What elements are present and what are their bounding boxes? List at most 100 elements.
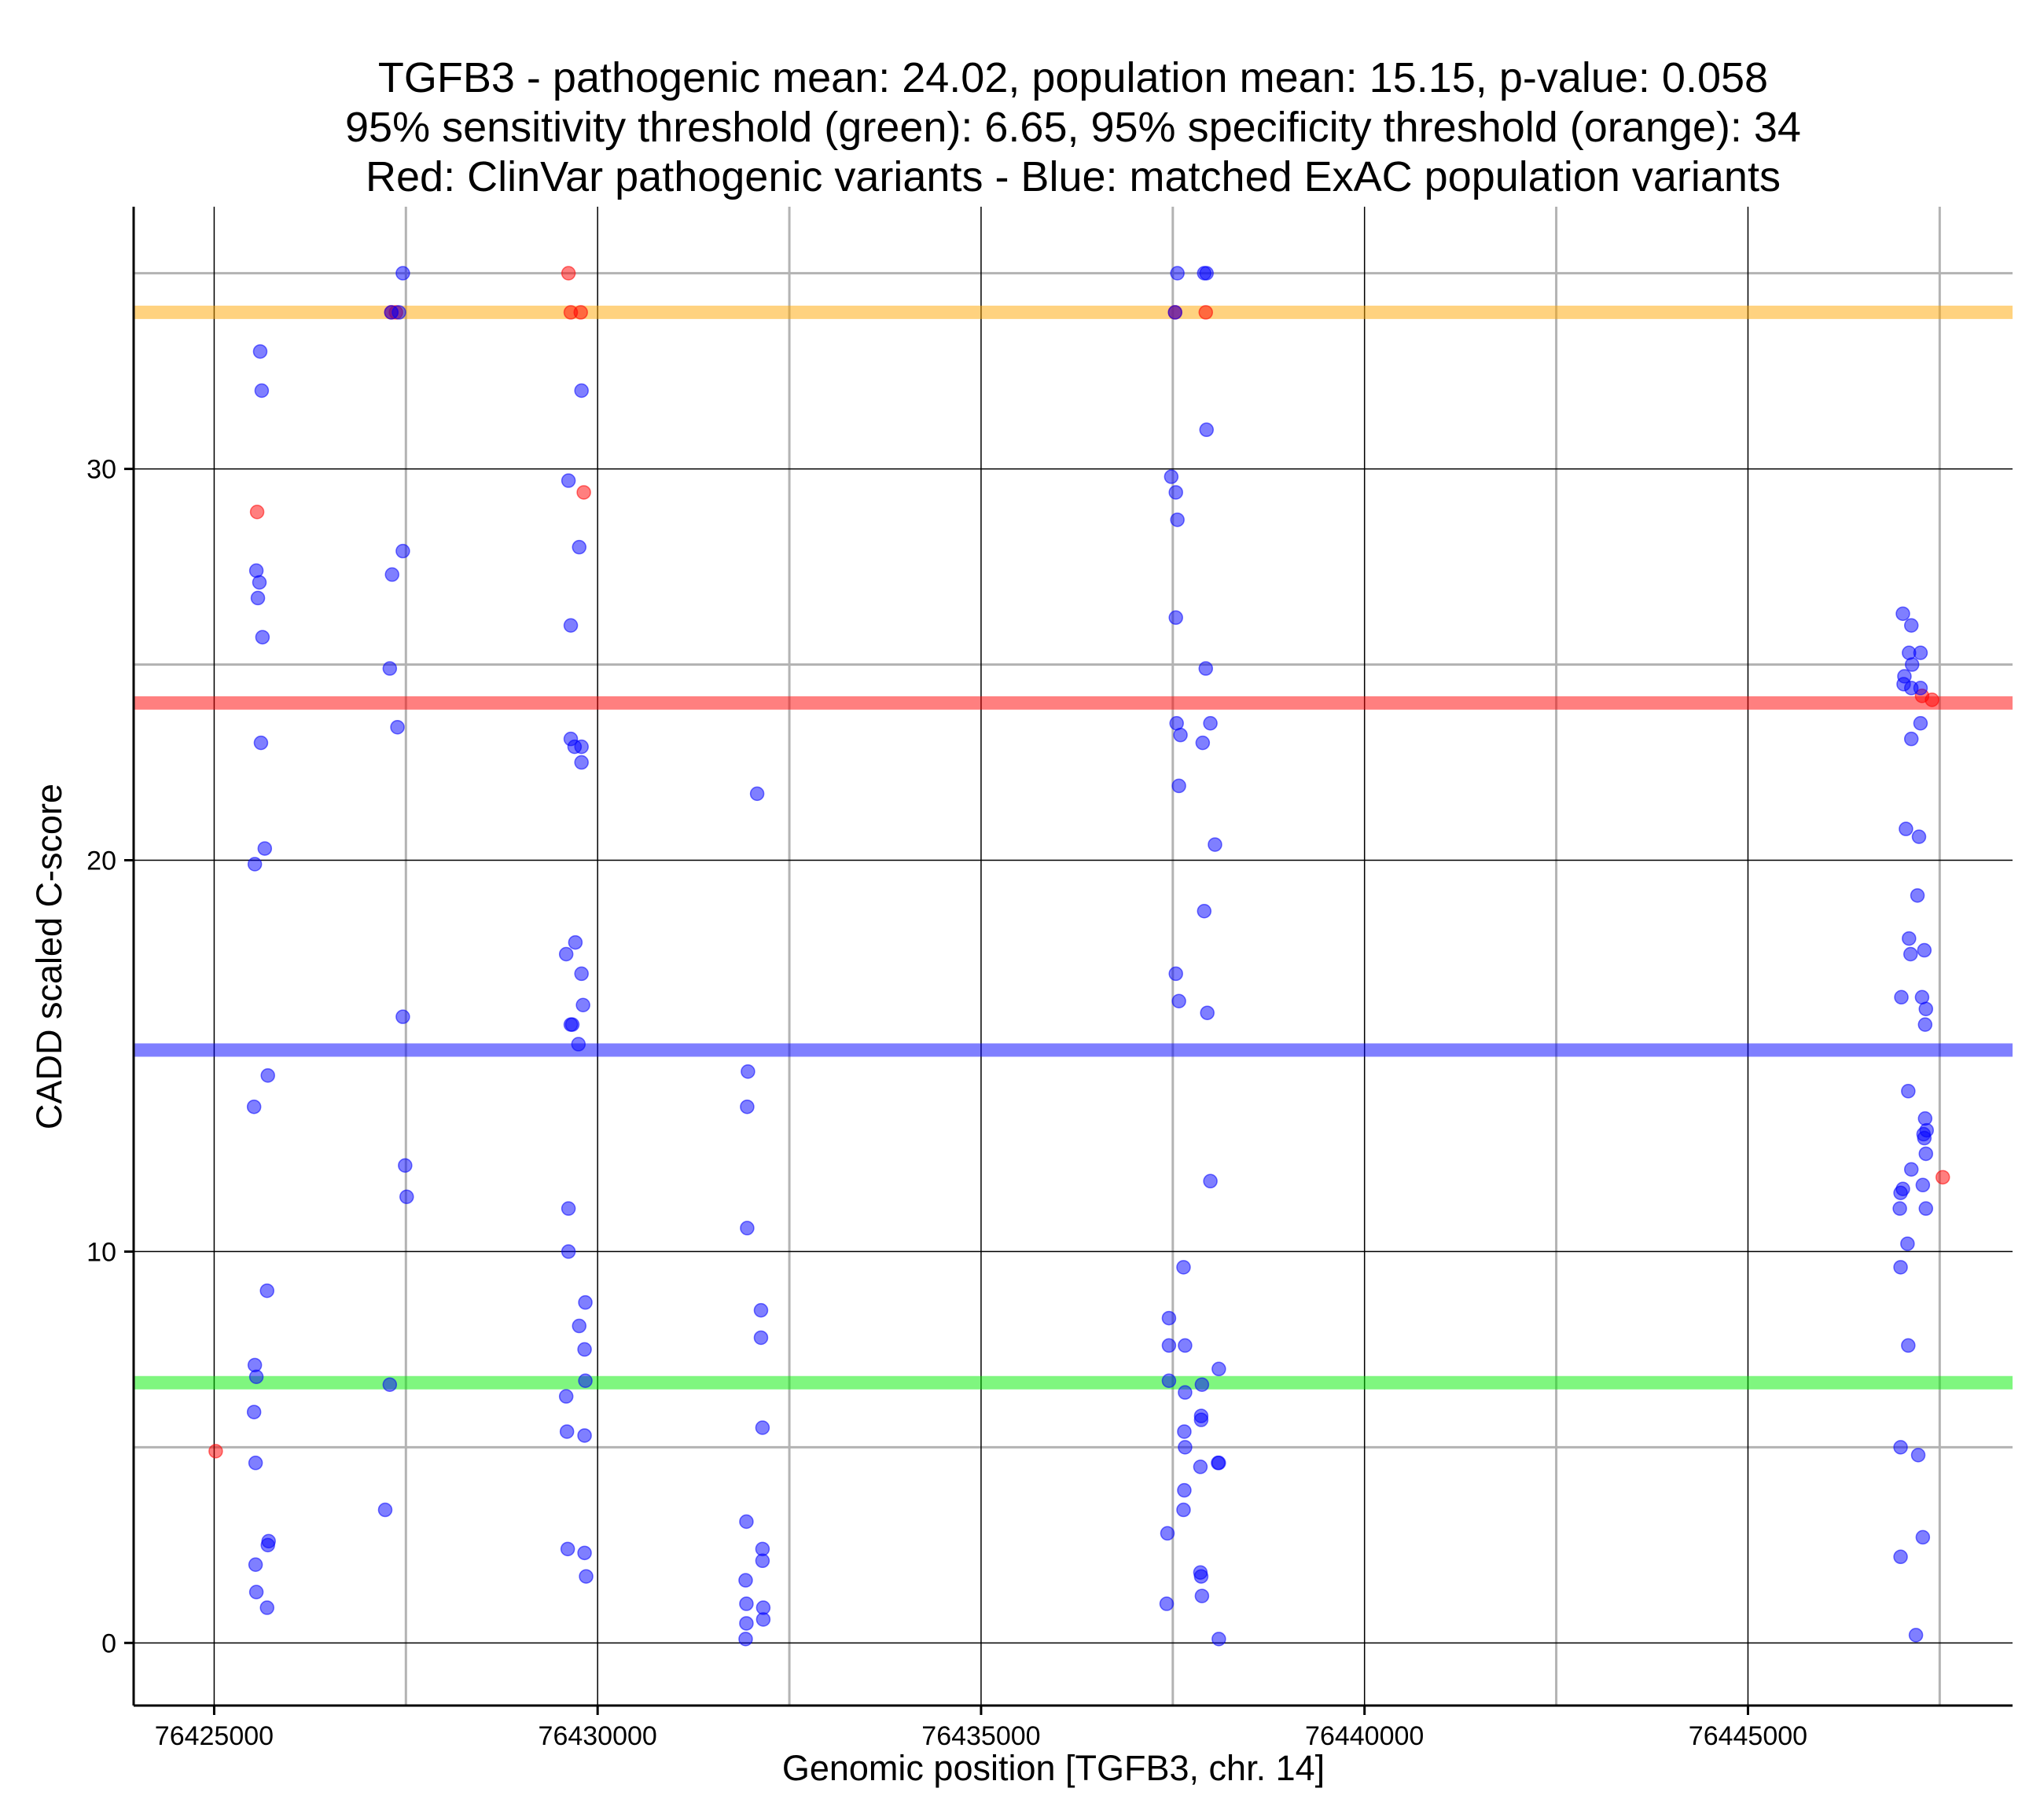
population-variant-point — [739, 1514, 754, 1529]
population-variant-point — [1193, 1569, 1209, 1584]
pathogenic-variant-point — [576, 485, 591, 500]
population-variant-point — [560, 1541, 575, 1557]
population-variant-point — [577, 1428, 592, 1443]
population-variant-point — [398, 1158, 413, 1173]
population-variant-point — [1211, 1361, 1226, 1377]
population-variant-point — [1910, 1448, 1926, 1463]
population-variant-point — [561, 473, 576, 488]
population-variant-point — [1168, 610, 1183, 626]
population-variant-point — [1893, 1440, 1908, 1455]
y-tick-label: 30 — [86, 455, 116, 485]
population-variant-point — [1161, 1310, 1177, 1326]
population-variant-point — [248, 1369, 264, 1385]
population-variant-point — [384, 567, 399, 582]
population-variant-point — [558, 946, 574, 962]
population-variant-point — [574, 755, 589, 770]
population-variant-point — [1178, 1440, 1193, 1455]
population-variant-point — [755, 1553, 770, 1569]
x-axis-title: Genomic position [TGFB3, chr. 14] — [782, 1748, 1325, 1788]
population-variant-point — [377, 1502, 393, 1518]
population-variant-point — [253, 735, 269, 751]
population-variant-point — [577, 1545, 592, 1561]
population-variant-point — [753, 1302, 769, 1318]
x-tick-label: 76435000 — [921, 1721, 1040, 1751]
population-variant-point — [1895, 1181, 1910, 1197]
population-variant-point — [1918, 1146, 1934, 1162]
population-variant-point — [1208, 837, 1222, 852]
population-variant-point — [1899, 821, 1913, 836]
population-variant-point — [1199, 422, 1214, 438]
pathogenic-variant-point — [1198, 305, 1214, 320]
population-variant-point — [1199, 266, 1214, 281]
population-variant-point — [254, 383, 270, 398]
population-variant-point — [579, 1569, 594, 1584]
population-variant-point — [1918, 1001, 1934, 1016]
population-variant-point — [738, 1632, 753, 1647]
y-tick-label: 0 — [101, 1629, 116, 1658]
population-variant-point — [561, 1201, 576, 1216]
chart-title-line-3: Red: ClinVar pathogenic variants - Blue:… — [366, 153, 1781, 200]
population-variant-point — [1200, 1005, 1215, 1020]
population-variant-point — [1177, 1482, 1192, 1498]
population-variant-point — [1903, 681, 1919, 696]
pathogenic-variant-point — [573, 305, 588, 320]
population-variant-point — [1170, 266, 1185, 281]
population-variant-point — [559, 1424, 575, 1439]
y-axis-title: CADD scaled C-score — [29, 784, 69, 1129]
population-variant-point — [1915, 1177, 1931, 1193]
population-variant-point — [738, 1573, 753, 1588]
chart-title-line-1: TGFB3 - pathogenic mean: 24.02, populati… — [378, 54, 1768, 101]
population-variant-point — [1194, 1377, 1210, 1392]
x-tick-label: 76445000 — [1689, 1721, 1807, 1751]
population-variant-point — [392, 305, 406, 320]
population-variant-point — [1178, 1338, 1193, 1353]
population-variant-point — [1901, 1084, 1916, 1099]
population-variant-point — [248, 1584, 264, 1599]
population-variant-point — [1915, 1529, 1931, 1545]
population-variant-point — [1193, 1412, 1209, 1427]
population-variant-point — [252, 575, 267, 590]
population-variant-point — [1159, 1596, 1175, 1611]
population-variant-point — [395, 266, 410, 281]
population-variant-point — [382, 661, 398, 676]
population-variant-point — [1173, 727, 1188, 743]
population-variant-point — [260, 1537, 275, 1553]
population-variant-point — [571, 1037, 586, 1052]
population-variant-point — [1161, 1373, 1177, 1388]
population-variant-point — [1903, 731, 1919, 747]
population-variant-point — [1168, 485, 1183, 500]
population-variant-point — [1913, 645, 1928, 660]
population-variant-point — [1164, 469, 1179, 484]
population-variant-point — [399, 1189, 414, 1204]
population-variant-point — [572, 1318, 587, 1334]
population-variant-point — [246, 1099, 262, 1114]
population-variant-point — [1178, 1385, 1193, 1400]
population-variant-point — [1171, 778, 1186, 794]
population-variant-point — [1176, 1502, 1191, 1518]
population-variant-point — [1203, 1173, 1218, 1189]
population-variant-point — [390, 719, 405, 735]
x-tick-label: 76440000 — [1305, 1721, 1424, 1751]
pathogenic-variant-point — [1935, 1170, 1950, 1185]
population-variant-point — [1917, 1130, 1932, 1146]
population-variant-point — [259, 1600, 274, 1615]
population-variant-point — [1161, 1338, 1177, 1353]
x-tick-label: 76430000 — [539, 1721, 657, 1751]
population-variant-point — [1194, 1588, 1210, 1603]
population-variant-point — [561, 1244, 576, 1259]
population-points-group — [246, 266, 1934, 1647]
population-variant-point — [1193, 1460, 1208, 1474]
population-variant-point — [250, 590, 266, 606]
population-variant-point — [246, 1405, 262, 1419]
population-variant-point — [1195, 735, 1211, 751]
population-variant-point — [753, 1330, 769, 1346]
population-variant-point — [1908, 1628, 1924, 1643]
population-variant-point — [568, 935, 583, 950]
population-variant-point — [1170, 512, 1185, 527]
population-variant-point — [1901, 1338, 1916, 1353]
population-variant-point — [740, 1221, 755, 1236]
population-variant-point — [248, 1557, 263, 1573]
population-variant-point — [563, 618, 579, 633]
population-variant-point — [1902, 931, 1917, 946]
population-variant-point — [558, 1389, 574, 1404]
